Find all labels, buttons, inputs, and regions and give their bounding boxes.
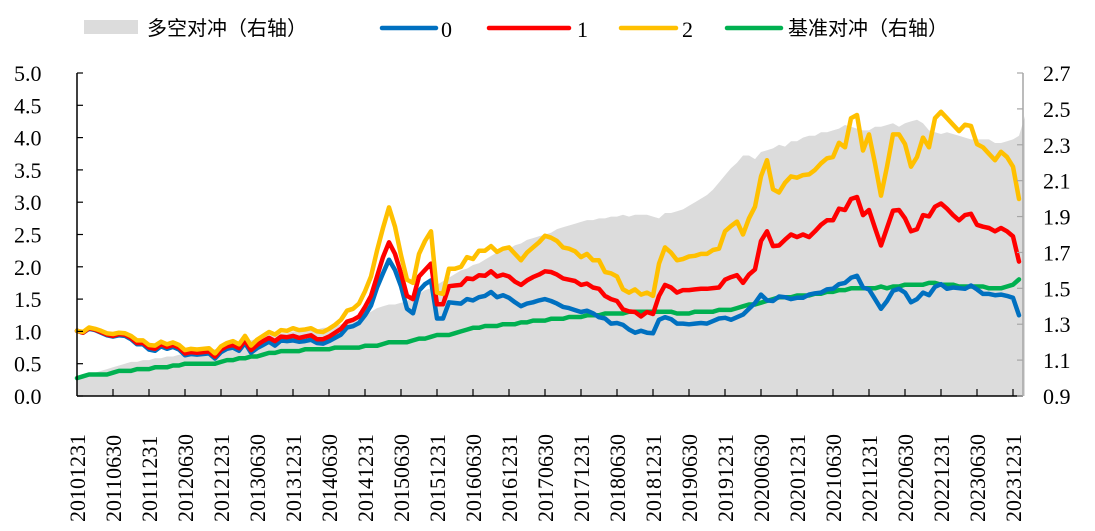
series-line-0 — [74, 257, 1022, 361]
legend-label-2: 2 — [682, 17, 693, 42]
y-tick-right-label: 1.9 — [1043, 205, 1071, 230]
x-tick-label: 20230630 — [965, 434, 990, 522]
x-tick-label: 20170630 — [533, 434, 558, 522]
x-tick-label: 20160630 — [461, 434, 486, 522]
x-tick-label: 20211231 — [857, 435, 882, 522]
y-tick-left-label: 1.5 — [14, 287, 42, 312]
y-tick-right-label: 1.1 — [1043, 348, 1071, 373]
y-tick-left-label: 4.0 — [14, 126, 42, 151]
y-tick-left-label: 3.5 — [14, 158, 42, 183]
x-tick-label: 20171231 — [569, 434, 594, 522]
x-tick-label: 20120630 — [173, 434, 198, 522]
y-tick-left-label: 2.5 — [14, 223, 42, 248]
legend-label-benchmark: 基准对冲（右轴） — [788, 16, 948, 40]
y-tick-left-label: 2.0 — [14, 255, 42, 280]
y-tick-left-label: 0.5 — [14, 352, 42, 377]
x-tick-label: 20111231 — [137, 436, 162, 522]
legend-label-long-short: 多空对冲（右轴） — [147, 16, 307, 40]
y-tick-right-label: 2.5 — [1043, 97, 1071, 122]
legend-label-0: 0 — [441, 17, 452, 42]
area-layer — [77, 116, 1025, 396]
series-line-1 — [74, 194, 1022, 359]
x-tick-label: 20181231 — [641, 434, 666, 522]
x-tick-label: 20131231 — [281, 434, 306, 522]
x-tick-label: 20161231 — [497, 434, 522, 522]
y-tick-left-label: 3.0 — [14, 190, 42, 215]
y-tick-left-label: 0.0 — [14, 384, 42, 409]
y-tick-right-label: 2.1 — [1043, 169, 1071, 194]
x-tick-label: 20180630 — [605, 434, 630, 522]
x-tick-label: 20200630 — [749, 434, 774, 522]
x-tick-label: 20201231 — [785, 434, 810, 522]
x-tick-label: 20151231 — [425, 434, 450, 522]
x-tick-label: 20130630 — [245, 434, 270, 522]
x-tick-label: 20220630 — [893, 434, 918, 522]
y-tick-right-label: 2.7 — [1043, 61, 1071, 86]
x-tick-label: 20121231 — [209, 434, 234, 522]
x-tick-label: 20140630 — [317, 434, 342, 522]
y-tick-right-label: 0.9 — [1043, 384, 1071, 409]
x-tick-label: 20150630 — [389, 434, 414, 522]
legend-swatch-long-short — [84, 20, 138, 34]
y-axis-right-ticks: 0.9 1.1 1.3 1.5 1.7 1.9 2.1 2.3 2.5 2.7 — [1017, 61, 1071, 409]
x-tick-label: 20191231 — [713, 434, 738, 522]
y-tick-right-label: 1.3 — [1043, 312, 1071, 337]
line-layer — [74, 109, 1022, 381]
legend-label-1: 1 — [577, 17, 588, 42]
y-tick-right-label: 2.3 — [1043, 133, 1071, 158]
x-tick-label: 20101231 — [65, 434, 90, 522]
x-tick-label: 20231231 — [1001, 434, 1026, 522]
y-tick-left-label: 4.5 — [14, 93, 42, 118]
x-tick-label: 20221231 — [929, 434, 954, 522]
x-tick-label: 20190630 — [677, 434, 702, 522]
x-axis-ticks: 20101231 20110630 20111231 20120630 20121231… — [65, 389, 1026, 522]
y-tick-left-label: 1.0 — [14, 319, 42, 344]
x-tick-label: 20141231 — [353, 434, 378, 522]
y-tick-left-label: 5.0 — [14, 61, 42, 86]
x-tick-label: 20210630 — [821, 434, 846, 522]
series-area-long-short — [77, 116, 1025, 396]
legend: 多空对冲（右轴） 0 1 2 基准对冲（右轴） — [84, 16, 948, 42]
y-tick-right-label: 1.7 — [1043, 240, 1071, 265]
series-line-2 — [74, 109, 1022, 356]
y-tick-right-label: 1.5 — [1043, 276, 1071, 301]
y-axis-left-ticks: 0.0 0.5 1.0 1.5 2.0 2.5 3.0 3.5 4.0 4.5 5.0 — [14, 61, 83, 409]
x-tick-label: 20110630 — [101, 435, 126, 522]
